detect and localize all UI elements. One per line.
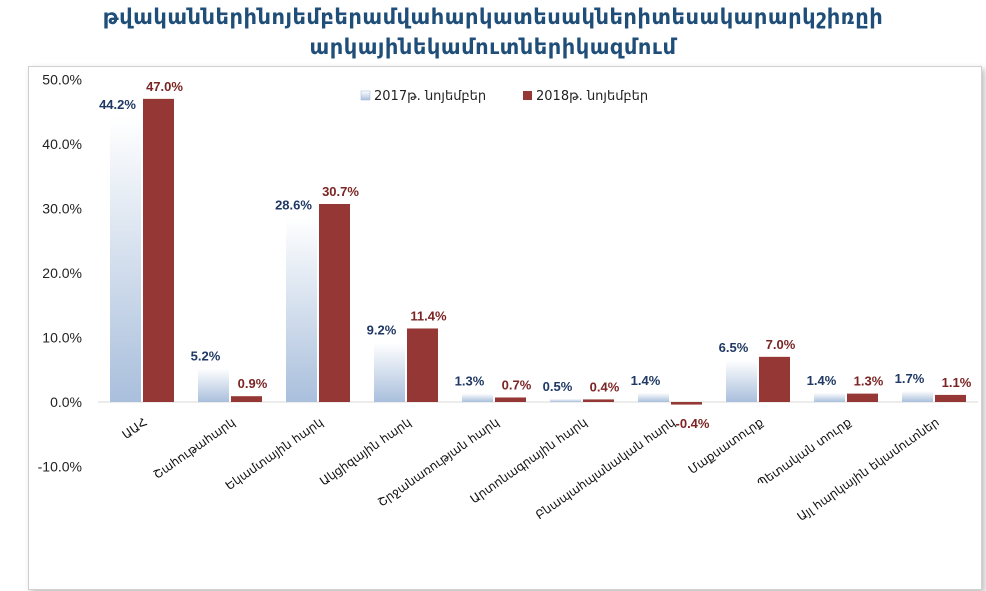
data-label-2017: 1.4% [631,373,661,388]
legend-swatch-2017 [360,90,371,101]
data-label-2017: 1.7% [895,371,925,386]
x-category-label: Եկամտային հարկ [223,415,326,493]
chart-title-line-1: թվականներինոյեմբերամվահարկատեսակներիտեսա… [102,5,884,29]
legend: 2017թ. նոյեմբեր 2018թ. նոյեմբեր [360,89,648,104]
bar-2018 [671,402,702,405]
bar-2018 [143,98,174,402]
bar-2018 [847,393,878,402]
legend-swatch-2018 [523,91,532,100]
y-tick-label: -10.0% [38,459,82,475]
legend-label-2017: 2017թ. նոյեմբեր [374,89,486,104]
bar-2017 [550,398,581,402]
bar-2017 [374,342,405,402]
data-label-2018: 30.7% [322,184,359,199]
bar-2017 [198,368,229,402]
bar-2018 [407,328,438,402]
x-category-label: ԱԱՀ [120,415,150,442]
y-tick-label: 40.0% [42,136,82,152]
bar-2018 [495,397,526,402]
data-label-2018: 1.3% [854,374,884,389]
data-label-2018: -0.4% [676,416,710,431]
bar-2017 [902,391,933,402]
legend-label-2018: 2018թ. նոյեմբեր [536,89,648,104]
data-label-2017: 9.2% [367,323,397,338]
data-label-2017: 28.6% [275,198,312,213]
data-label-2018: 0.9% [238,376,268,391]
data-label-2017: 1.3% [455,374,485,389]
bar-2017 [726,360,757,402]
y-tick-label: 20.0% [42,265,82,281]
chart-title: թվականներինոյեմբերամվահարկատեսակներիտեսա… [0,2,986,62]
data-label-2017: 44.2% [99,97,136,112]
bar-2018 [583,399,614,402]
data-label-2018: 0.4% [590,379,620,394]
bar-2017 [638,392,669,402]
bar-2017 [286,217,317,402]
data-label-2018: 1.1% [942,375,972,390]
y-tick-label: 50.0% [42,72,82,88]
data-label-2018: 0.7% [502,377,532,392]
data-label-2018: 7.0% [766,337,796,352]
data-label-2017: 0.5% [543,379,573,394]
bar-2017 [462,393,493,402]
bar-2017 [814,392,845,402]
x-category-label: Բնապահպանական հարկ [533,415,678,522]
data-labels: 44.2% 47.0% 5.2% 0.9% 28.6% 30.7% 9.2% 11.4% 1.3… [99,79,972,431]
chart-frame [28,66,982,590]
bar-2017 [110,116,141,402]
x-category-label: Շահութահարկ [151,415,238,482]
data-label-2017: 1.4% [807,373,837,388]
bars [110,98,966,405]
bar-2018 [935,394,966,402]
x-category-label: Այլ հարկային եկամուտներ [795,415,942,524]
data-label-2017: 5.2% [191,348,221,363]
chart-title-line-2: արկայինեկամուտներիկազմում [309,35,677,59]
y-tick-label: 30.0% [42,201,82,217]
bar-2018 [231,396,262,402]
y-tick-label: 0.0% [50,394,82,410]
x-category-label: Ակցիզային հարկ [317,415,414,488]
data-label-2017: 6.5% [719,340,749,355]
data-label-2018: 47.0% [146,79,183,94]
y-tick-label: 10.0% [42,330,82,346]
bar-2018 [319,203,350,402]
data-label-2018: 11.4% [410,308,447,323]
bar-2018 [759,356,790,402]
y-axis: -10.0% 0.0% 10.0% 20.0% 30.0% 40.0% 50.0% [38,72,978,475]
x-category-label: Պետական տուրք [755,415,854,490]
